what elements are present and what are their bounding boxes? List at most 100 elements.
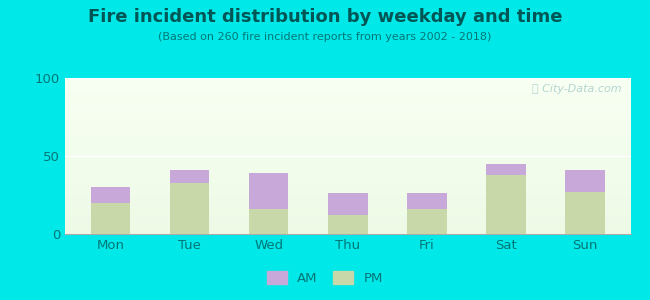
Bar xyxy=(65,201,630,203)
Bar xyxy=(65,182,630,184)
Bar xyxy=(65,109,630,111)
Bar xyxy=(65,122,630,123)
Bar xyxy=(65,220,630,221)
Bar xyxy=(65,173,630,175)
Bar xyxy=(65,209,630,211)
Bar xyxy=(65,178,630,179)
Bar xyxy=(65,194,630,195)
Bar xyxy=(65,92,630,94)
Bar xyxy=(249,209,289,234)
Bar xyxy=(65,218,630,220)
Bar xyxy=(65,208,630,209)
Bar xyxy=(65,100,630,101)
Bar xyxy=(486,164,526,175)
Bar xyxy=(65,111,630,112)
Bar xyxy=(65,186,630,187)
Bar xyxy=(65,190,630,192)
Bar xyxy=(65,158,630,159)
Bar xyxy=(65,81,630,83)
Bar xyxy=(65,221,630,223)
Bar xyxy=(65,87,630,89)
Bar xyxy=(65,172,630,173)
Bar xyxy=(65,139,630,140)
Bar xyxy=(91,203,130,234)
Bar xyxy=(65,162,630,164)
Bar xyxy=(65,176,630,178)
Bar xyxy=(65,161,630,162)
Bar xyxy=(65,98,630,100)
Bar xyxy=(65,148,630,150)
Bar xyxy=(65,108,630,109)
Bar xyxy=(65,103,630,104)
Bar xyxy=(65,203,630,204)
Bar xyxy=(65,164,630,165)
Bar xyxy=(65,200,630,201)
Bar xyxy=(249,173,289,209)
Bar xyxy=(65,123,630,125)
Bar xyxy=(65,94,630,95)
Bar xyxy=(328,194,367,215)
Bar xyxy=(65,154,630,156)
Bar xyxy=(65,86,630,87)
Bar xyxy=(65,170,630,172)
Bar xyxy=(65,184,630,186)
Bar xyxy=(65,106,630,108)
Bar xyxy=(65,175,630,176)
Bar xyxy=(566,170,604,192)
Bar xyxy=(65,212,630,214)
Legend: AM, PM: AM, PM xyxy=(261,266,389,290)
Bar xyxy=(65,126,630,128)
Bar xyxy=(65,198,630,200)
Bar xyxy=(65,228,630,229)
Bar xyxy=(65,225,630,226)
Bar xyxy=(65,80,630,81)
Bar xyxy=(65,91,630,92)
Bar xyxy=(566,192,604,234)
Text: Ⓢ City-Data.com: Ⓢ City-Data.com xyxy=(532,84,622,94)
Bar xyxy=(65,153,630,154)
Bar xyxy=(65,192,630,194)
Bar xyxy=(65,140,630,142)
Bar xyxy=(65,130,630,131)
Text: Fire incident distribution by weekday and time: Fire incident distribution by weekday an… xyxy=(88,8,562,26)
Bar xyxy=(65,151,630,153)
Bar xyxy=(65,211,630,212)
Bar xyxy=(65,120,630,122)
Bar xyxy=(65,112,630,114)
Bar xyxy=(65,114,630,116)
Bar xyxy=(65,165,630,167)
Bar xyxy=(65,83,630,84)
Bar xyxy=(91,187,130,203)
Bar xyxy=(65,179,630,181)
Bar xyxy=(65,229,630,231)
Bar xyxy=(65,101,630,103)
Bar xyxy=(65,223,630,225)
Bar xyxy=(65,167,630,169)
Bar xyxy=(65,131,630,133)
Bar xyxy=(65,215,630,217)
Bar xyxy=(65,145,630,147)
Bar xyxy=(65,159,630,161)
Text: (Based on 260 fire incident reports from years 2002 - 2018): (Based on 260 fire incident reports from… xyxy=(159,32,491,41)
Bar xyxy=(65,189,630,190)
Bar xyxy=(65,217,630,218)
Bar xyxy=(65,204,630,206)
Bar xyxy=(65,169,630,170)
Bar xyxy=(170,182,209,234)
Bar xyxy=(65,95,630,97)
Bar xyxy=(65,195,630,196)
Bar xyxy=(328,215,367,234)
Bar xyxy=(65,104,630,106)
Bar xyxy=(65,231,630,232)
Bar xyxy=(65,214,630,215)
Bar xyxy=(65,118,630,120)
Bar xyxy=(65,84,630,86)
Bar xyxy=(65,196,630,198)
Bar xyxy=(65,134,630,136)
Bar xyxy=(65,147,630,148)
Bar xyxy=(65,187,630,189)
Bar xyxy=(65,143,630,145)
Bar xyxy=(65,156,630,158)
Bar xyxy=(65,181,630,182)
Bar xyxy=(65,142,630,143)
